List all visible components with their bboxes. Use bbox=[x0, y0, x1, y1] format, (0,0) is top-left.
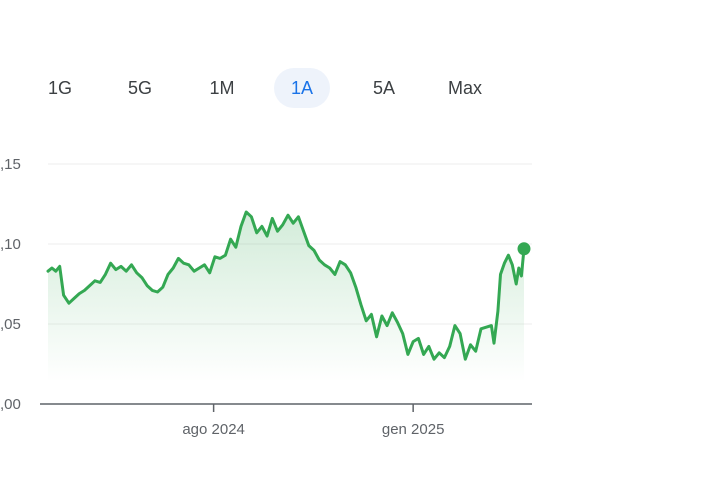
tab-5a[interactable]: 5A bbox=[372, 78, 396, 98]
tab-1a[interactable]: 1A bbox=[274, 68, 330, 108]
x-tick-label: ago 2024 bbox=[182, 421, 245, 438]
tab-5g[interactable]: 5G bbox=[127, 78, 152, 98]
x-axis bbox=[40, 403, 532, 412]
tab-max[interactable]: Max bbox=[447, 78, 482, 98]
series-line-layer bbox=[46, 210, 526, 361]
x-axis-labels: ago 2024 gen 2025 bbox=[182, 421, 444, 438]
series-area bbox=[48, 212, 524, 382]
y-tick-label: ,05 bbox=[0, 316, 21, 333]
tab-1m[interactable]: 1M bbox=[209, 78, 235, 98]
area-fill-layer bbox=[48, 212, 524, 382]
y-tick-label: ,00 bbox=[0, 396, 21, 413]
y-axis-labels: ,00 ,05 ,10 ,15 bbox=[0, 156, 21, 413]
series-line bbox=[46, 210, 526, 361]
x-tick-label: gen 2025 bbox=[382, 421, 445, 438]
y-tick-label: ,15 bbox=[0, 156, 21, 173]
tab-1g[interactable]: 1G bbox=[47, 78, 72, 98]
last-point-layer bbox=[517, 242, 531, 256]
y-tick-label: ,10 bbox=[0, 236, 21, 253]
last-point-marker[interactable] bbox=[517, 242, 531, 256]
